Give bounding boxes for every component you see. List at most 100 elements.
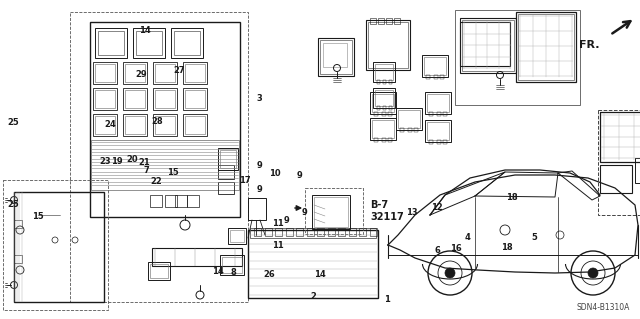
Bar [437,112,441,116]
Bar [366,20,410,70]
Bar [93,88,117,110]
Bar [264,228,271,236]
Text: 15: 15 [167,168,179,177]
Bar [388,112,392,116]
Bar [518,14,574,80]
Bar [386,18,392,24]
Bar [14,192,104,302]
Bar [171,28,203,58]
Bar [305,188,363,234]
Bar [133,28,165,58]
Text: 5: 5 [531,233,538,242]
Bar [222,257,242,273]
Bar [598,110,640,215]
Bar [323,43,347,67]
Bar [394,18,400,24]
Bar [155,64,175,82]
Bar [383,80,386,84]
Bar [218,148,238,170]
Bar [70,12,248,302]
Bar [183,114,207,136]
Text: 9: 9 [297,171,302,180]
Bar [373,88,395,108]
Bar [360,228,367,236]
Bar [248,230,378,298]
Bar [437,140,441,144]
Text: 2: 2 [310,292,317,301]
Bar [230,230,244,242]
Bar [349,228,356,236]
Text: 21: 21 [138,158,150,167]
Bar [424,57,446,75]
Bar [455,10,580,105]
Bar [125,64,145,82]
Bar [165,195,177,207]
Bar [148,262,170,280]
Text: 10: 10 [269,169,281,178]
Text: 22: 22 [150,177,162,186]
Text: 8: 8 [231,268,236,277]
Bar [317,228,324,236]
Bar [370,228,377,236]
Text: 12: 12 [431,203,442,212]
Text: 25: 25 [7,118,19,127]
Bar [3,180,108,310]
Bar [185,90,205,108]
Bar [440,75,444,79]
Bar [427,94,449,112]
Bar [372,120,394,138]
Bar [183,88,207,110]
Text: 16: 16 [450,244,461,253]
Bar [339,228,346,236]
Text: 24: 24 [104,120,116,129]
Bar [14,220,22,228]
Bar [388,138,392,142]
Bar [91,140,239,190]
Bar [429,112,433,116]
Circle shape [588,268,598,278]
Bar [400,128,404,132]
Bar [460,22,510,66]
Bar [187,195,199,207]
Text: 17: 17 [239,176,251,185]
Bar [307,228,314,236]
Bar [123,114,147,136]
Bar [372,94,394,112]
Bar [426,75,430,79]
Bar [90,22,240,217]
Bar [174,31,200,55]
Bar [389,106,392,110]
Bar [318,38,354,76]
Bar [285,228,292,236]
Bar [125,90,145,108]
Bar [296,228,303,236]
Text: 29: 29 [135,70,147,79]
Text: 7: 7 [143,166,148,175]
Bar [374,112,378,116]
Bar [155,116,175,134]
Bar [635,158,640,183]
Text: 20: 20 [127,155,138,164]
Bar [370,18,376,24]
Bar [136,31,162,55]
Text: 19: 19 [111,157,123,166]
Text: 9: 9 [301,208,307,217]
Bar [93,114,117,136]
Bar [375,64,393,80]
Bar [95,28,127,58]
Bar [377,80,380,84]
Bar [600,112,640,162]
Bar [93,62,117,84]
Bar [150,264,168,278]
Text: 18: 18 [501,243,513,252]
Bar [422,55,448,77]
Text: 4: 4 [464,233,470,242]
Text: 9: 9 [284,216,289,225]
Bar [248,198,266,220]
Bar [250,228,376,238]
Circle shape [445,268,455,278]
Bar [425,120,451,142]
Text: 25: 25 [7,200,19,209]
Bar [98,31,124,55]
Bar [123,88,147,110]
